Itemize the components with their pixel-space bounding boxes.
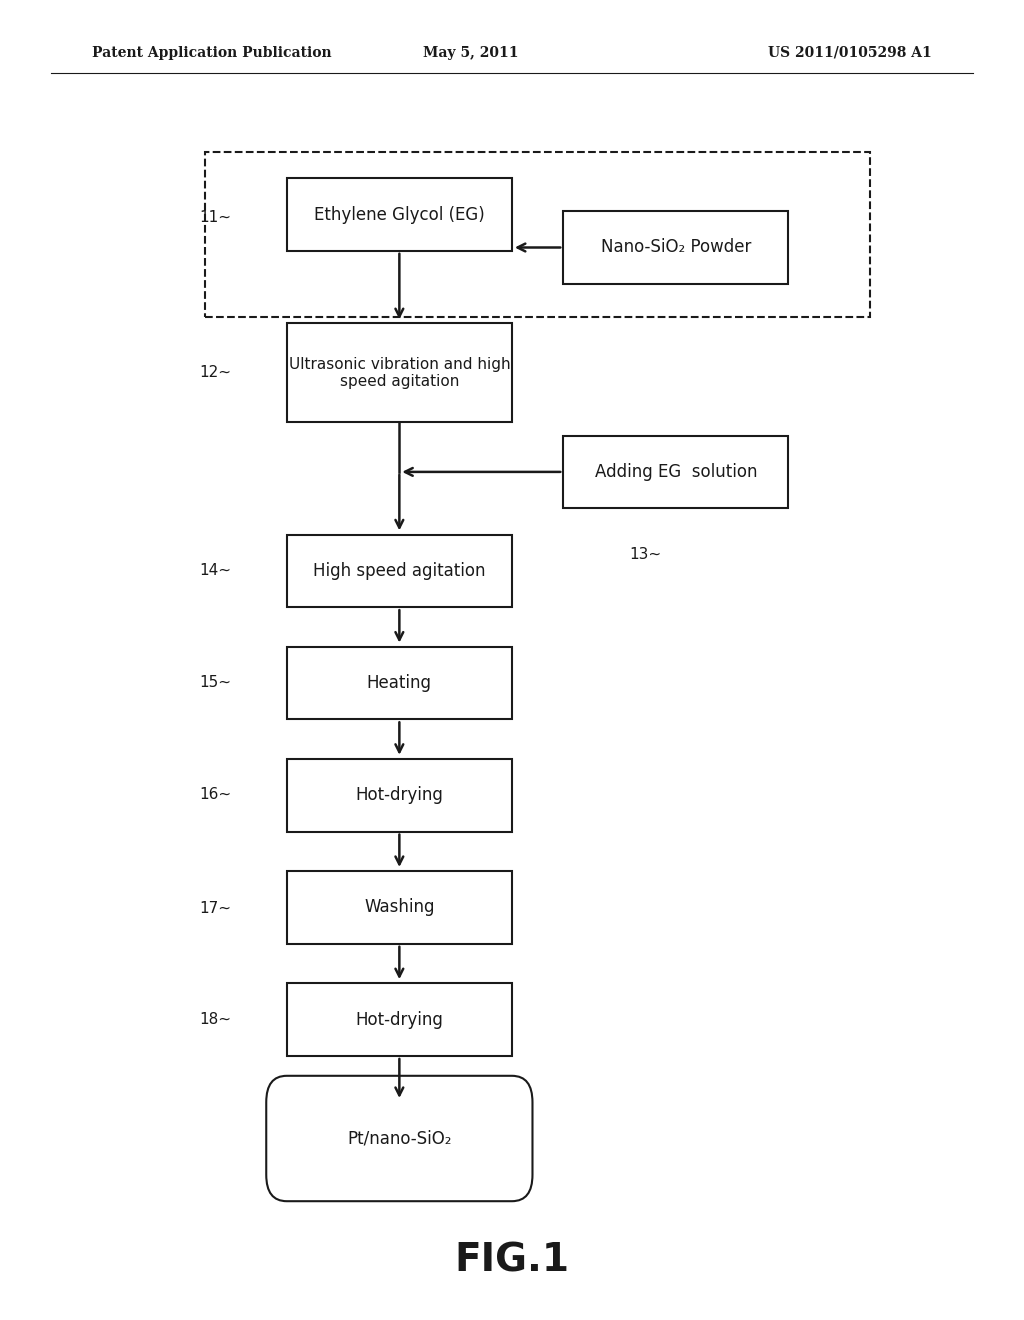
Bar [287,535,512,607]
Text: Ethylene Glycol (EG): Ethylene Glycol (EG) [314,206,484,223]
Bar [563,211,788,284]
Text: US 2011/0105298 A1: US 2011/0105298 A1 [768,46,932,59]
Text: 12~: 12~ [200,364,231,380]
Text: Hot-drying: Hot-drying [355,1011,443,1028]
Text: 17~: 17~ [200,900,231,916]
Text: 14~: 14~ [200,562,231,578]
Text: 13~: 13~ [630,546,662,562]
Bar [205,152,870,317]
Bar [287,647,512,719]
Text: 15~: 15~ [200,675,231,690]
Bar [563,436,788,508]
Bar [287,759,512,832]
Text: Ultrasonic vibration and high
speed agitation: Ultrasonic vibration and high speed agit… [289,356,510,389]
FancyBboxPatch shape [266,1076,532,1201]
Text: May 5, 2011: May 5, 2011 [423,46,519,59]
Text: Heating: Heating [367,675,432,692]
Bar [287,983,512,1056]
Text: 11~: 11~ [200,210,231,226]
Text: 16~: 16~ [200,787,231,803]
Text: High speed agitation: High speed agitation [313,562,485,579]
Bar [287,178,512,251]
Text: 18~: 18~ [200,1011,231,1027]
Text: Washing: Washing [365,899,434,916]
Text: Patent Application Publication: Patent Application Publication [92,46,332,59]
Text: FIG.1: FIG.1 [455,1242,569,1279]
Text: Nano-SiO₂ Powder: Nano-SiO₂ Powder [601,239,751,256]
Bar [287,871,512,944]
Text: Hot-drying: Hot-drying [355,787,443,804]
Text: Adding EG  solution: Adding EG solution [595,463,757,480]
Text: Pt/nano-SiO₂: Pt/nano-SiO₂ [347,1130,452,1147]
Bar [287,323,512,422]
